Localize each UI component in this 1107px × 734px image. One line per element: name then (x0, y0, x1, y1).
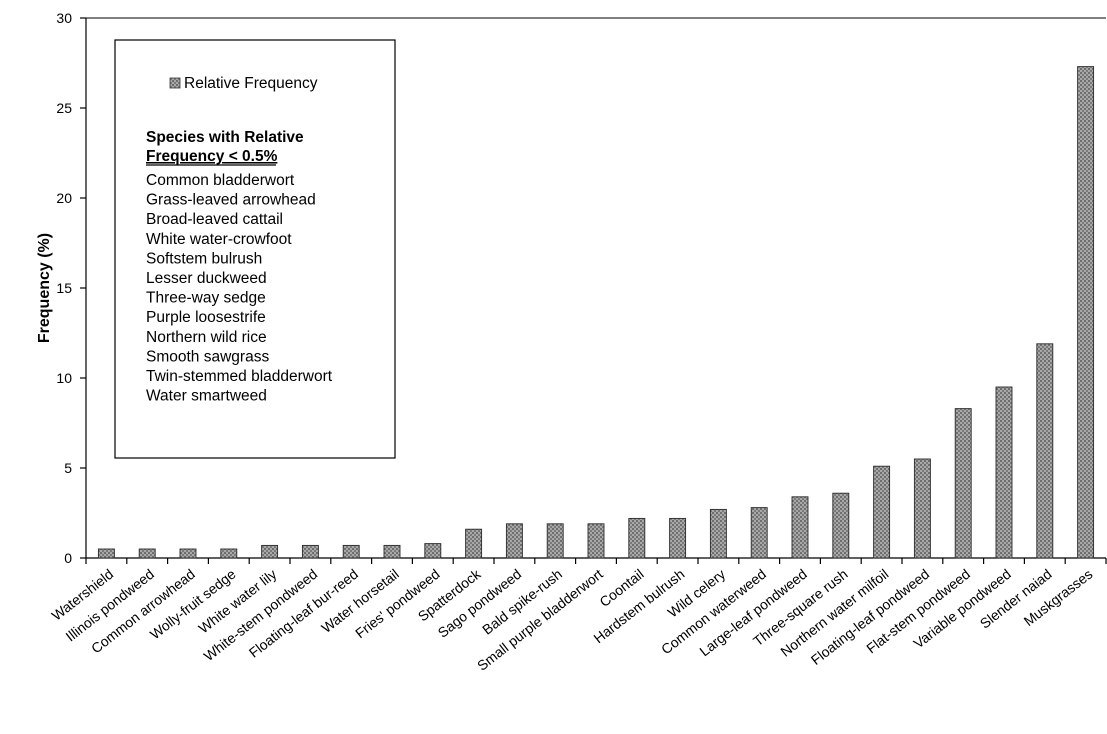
bar (1036, 343, 1054, 559)
bars (97, 66, 1095, 559)
y-tick-label: 10 (56, 370, 72, 386)
bar (913, 458, 931, 559)
y-axis-ticks: 0 5 10 15 20 25 30 (56, 10, 86, 566)
bar (587, 523, 605, 559)
bar (791, 496, 809, 559)
legend-heading-line2: Frequency < 0.5% (146, 148, 278, 165)
y-tick-label: 25 (56, 100, 72, 116)
legend-species-item: Softstem bulrush (146, 250, 262, 267)
bar (383, 544, 401, 559)
legend-heading-line1: Species with Relative (146, 129, 304, 146)
y-tick-label: 20 (56, 190, 72, 206)
bar (424, 543, 442, 559)
bar (261, 544, 279, 559)
legend-species-item: Lesser duckweed (146, 270, 267, 287)
bar (465, 528, 483, 559)
y-axis-title: Frequency (%) (36, 233, 53, 343)
bar (505, 523, 523, 559)
y-tick-label: 0 (64, 550, 72, 566)
bar (97, 548, 115, 559)
legend-species-list: Common bladderwort Grass-leaved arrowhead… (146, 172, 333, 405)
legend-swatch (169, 77, 181, 89)
bar (709, 508, 727, 559)
legend-species-item: Twin-stemmed bladderwort (146, 368, 333, 385)
legend-species-item: Smooth sawgrass (146, 348, 269, 365)
x-axis-ticks (85, 558, 1107, 564)
bar (954, 408, 972, 559)
bar (750, 507, 768, 559)
bar (1077, 66, 1095, 559)
bar (546, 523, 564, 559)
bar (995, 386, 1013, 559)
bar (628, 517, 646, 559)
legend-species-item: Grass-leaved arrowhead (146, 192, 316, 209)
bar (342, 544, 360, 559)
legend-species-item: Northern wild rice (146, 329, 267, 346)
legend-species-item: Three-way sedge (146, 290, 266, 307)
bar (301, 544, 319, 559)
bar (220, 548, 238, 559)
y-tick-label: 15 (56, 280, 72, 296)
y-tick-label: 5 (64, 460, 72, 476)
legend-species-item: White water-crowfoot (146, 231, 292, 248)
legend-species-item: Water smartweed (146, 388, 267, 405)
bar (138, 548, 156, 559)
y-tick-label: 30 (56, 10, 72, 26)
legend-species-item: Purple loosestrife (146, 309, 266, 326)
bar (179, 548, 197, 559)
legend-species-item: Common bladderwort (146, 172, 295, 189)
bar (832, 492, 850, 559)
bar (669, 517, 687, 559)
legend: Relative Frequency Species with Relative… (114, 39, 396, 459)
legend-species-item: Broad-leaved cattail (146, 211, 283, 228)
bar (873, 465, 891, 559)
legend-box (114, 39, 396, 459)
legend-series-label: Relative Frequency (184, 75, 318, 92)
